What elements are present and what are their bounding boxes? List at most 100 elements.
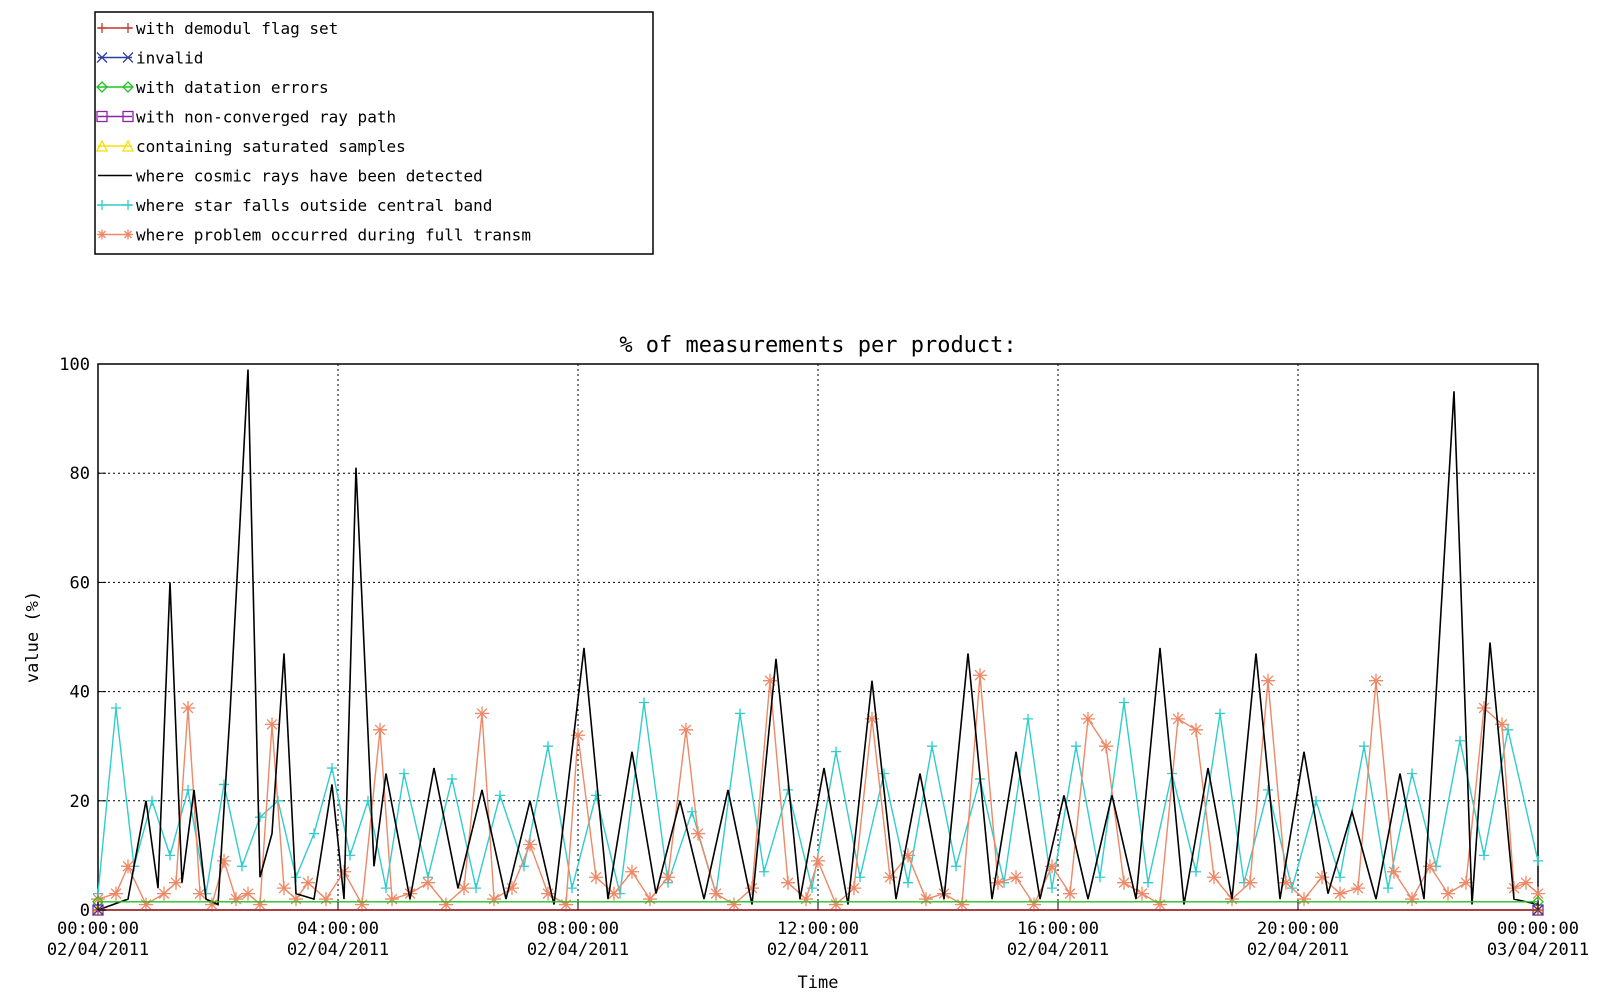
series-5 xyxy=(97,369,1539,911)
series-marker-triangle xyxy=(121,139,135,152)
series-marker-plus xyxy=(1455,735,1465,746)
series-marker-asterisk xyxy=(253,897,267,912)
legend-label: with datation errors xyxy=(136,78,329,97)
y-axis-label: value (%) xyxy=(23,591,43,683)
series-marker-asterisk xyxy=(883,870,897,885)
series-marker-asterisk xyxy=(139,897,153,912)
series-marker-asterisk xyxy=(1477,700,1491,715)
series-marker-asterisk xyxy=(1081,711,1095,726)
series-marker-asterisk xyxy=(829,897,843,912)
legend-frame xyxy=(94,11,654,255)
series-marker-asterisk xyxy=(559,897,573,912)
series-marker-asterisk xyxy=(169,875,183,890)
series-marker-asterisk xyxy=(277,881,291,896)
y-tick-label: 60 xyxy=(70,573,90,593)
series-marker-asterisk xyxy=(1045,859,1059,874)
series-marker-asterisk xyxy=(811,853,825,868)
series-marker-asterisk xyxy=(763,673,777,688)
series-marker-asterisk xyxy=(1495,717,1509,732)
series-marker-square xyxy=(96,110,108,123)
series-marker-asterisk xyxy=(955,897,969,912)
series-marker-asterisk xyxy=(1207,870,1221,885)
legend-label: where star falls outside central band xyxy=(136,196,492,215)
series-marker-asterisk xyxy=(1333,886,1347,901)
x-tick-time: 00:00:00 xyxy=(1497,919,1579,939)
x-axis-ticks: 00:00:0002/04/201104:00:0002/04/201108:0… xyxy=(47,902,1589,960)
series-marker-asterisk xyxy=(1279,875,1293,890)
x-tick-date: 02/04/2011 xyxy=(1247,940,1349,960)
x-axis-label: Time xyxy=(798,973,839,993)
series-marker-asterisk xyxy=(373,722,387,737)
series-marker-triangle xyxy=(95,139,109,152)
x-tick-date: 02/04/2011 xyxy=(1007,940,1109,960)
legend-label: containing saturated samples xyxy=(136,137,406,156)
series-marker-plus xyxy=(123,200,133,210)
series-marker-asterisk xyxy=(691,826,705,841)
series-marker-diamond xyxy=(96,81,108,93)
series-marker-asterisk xyxy=(193,886,207,901)
series-marker-asterisk xyxy=(217,853,231,868)
series-marker-asterisk xyxy=(589,870,603,885)
series-marker-asterisk xyxy=(265,717,279,732)
series-marker-plus xyxy=(471,883,481,894)
series-marker-asterisk xyxy=(523,837,537,852)
x-tick-time: 20:00:00 xyxy=(1257,919,1339,939)
series-marker-diamond xyxy=(122,81,134,93)
series-marker-asterisk xyxy=(973,668,987,683)
series-marker-asterisk xyxy=(385,892,399,907)
series-marker-asterisk xyxy=(727,897,741,912)
series-marker-asterisk xyxy=(1171,711,1185,726)
series-marker-asterisk xyxy=(799,892,813,907)
series-marker-plus xyxy=(831,746,841,757)
x-tick-date: 03/04/2011 xyxy=(1487,940,1589,960)
series-marker-asterisk xyxy=(1369,673,1383,688)
series-marker-asterisk xyxy=(487,892,501,907)
series-marker-asterisk xyxy=(661,870,675,885)
series-marker-plus xyxy=(759,866,769,877)
x-tick-date: 02/04/2011 xyxy=(527,940,629,960)
x-tick-time: 12:00:00 xyxy=(777,919,859,939)
series-marker-plus xyxy=(1023,713,1033,724)
series-marker-asterisk xyxy=(109,886,123,901)
series-marker-asterisk xyxy=(1027,897,1041,912)
series-marker-asterisk xyxy=(1009,870,1023,885)
series-marker-asterisk xyxy=(319,892,333,907)
series-marker-asterisk xyxy=(919,892,933,907)
series-marker-asterisk xyxy=(1153,897,1167,912)
series-marker-asterisk xyxy=(403,886,417,901)
series-marker-asterisk xyxy=(1351,881,1365,896)
series-marker-plus xyxy=(543,741,553,752)
series-marker-asterisk xyxy=(505,881,519,896)
series-marker-asterisk xyxy=(1189,722,1203,737)
series-marker-plus xyxy=(111,702,121,713)
y-tick-label: 20 xyxy=(70,792,90,812)
y-tick-label: 80 xyxy=(70,464,90,484)
series-marker-asterisk xyxy=(781,875,795,890)
series-marker-asterisk xyxy=(607,886,621,901)
series-marker-plus xyxy=(123,23,133,33)
series-marker-plus xyxy=(951,861,961,872)
legend-label: with demodul flag set xyxy=(136,19,338,38)
series-marker-plus xyxy=(735,708,745,719)
series-marker-asterisk xyxy=(679,722,693,737)
series-marker-asterisk xyxy=(355,897,369,912)
series-marker-asterisk xyxy=(289,892,303,907)
y-tick-label: 40 xyxy=(70,683,90,703)
series-marker-asterisk xyxy=(1405,892,1419,907)
y-tick-label: 0 xyxy=(80,901,90,921)
series-marker-plus xyxy=(97,200,107,210)
series-marker-asterisk xyxy=(421,875,435,890)
series-marker-asterisk xyxy=(1099,739,1113,754)
series-marker-asterisk xyxy=(457,881,471,896)
series-marker-asterisk xyxy=(301,875,315,890)
legend-label: with non-converged ray path xyxy=(136,108,396,127)
series-marker-asterisk xyxy=(97,229,107,240)
series-marker-plus xyxy=(639,697,649,708)
series-marker-asterisk xyxy=(1297,892,1311,907)
series-marker-asterisk xyxy=(1117,875,1131,890)
x-tick-date: 02/04/2011 xyxy=(767,940,869,960)
series-marker-plus xyxy=(1407,768,1417,779)
series-marker-asterisk xyxy=(229,892,243,907)
series-marker-asterisk xyxy=(1243,875,1257,890)
